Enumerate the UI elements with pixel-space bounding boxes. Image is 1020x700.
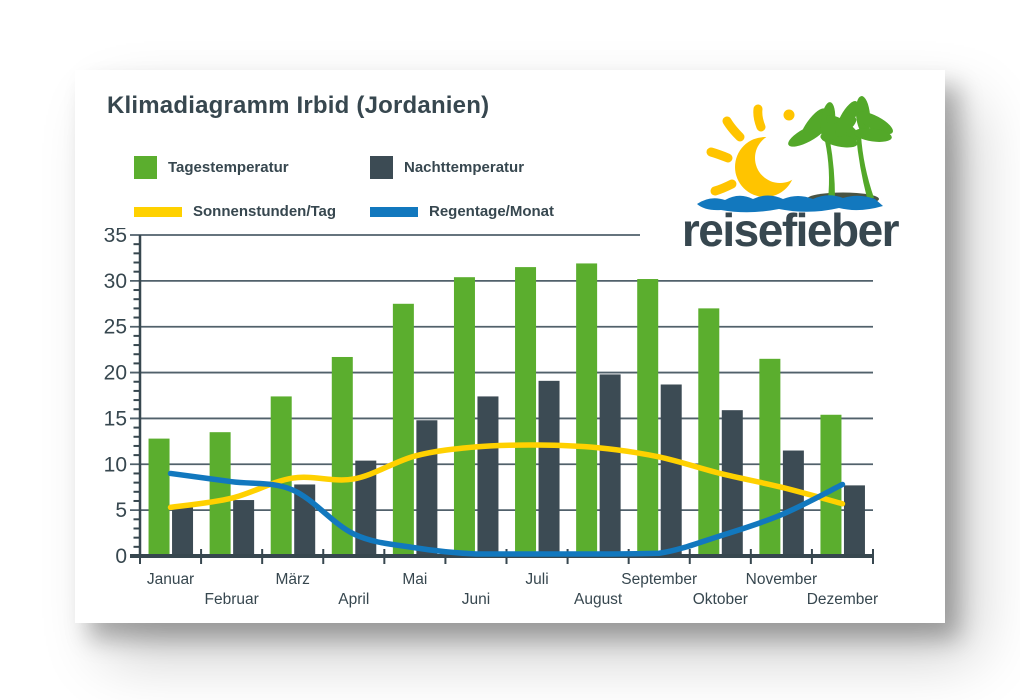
legend-item-night-temperature: Nachttemperatur <box>370 156 554 179</box>
climate-card: Klimadiagramm Irbid (Jordanien) Tagestem… <box>75 70 945 623</box>
bar-day-Juni <box>453 277 475 556</box>
x-axis-label-Juli: Juli <box>525 571 548 588</box>
bar-night-August <box>599 374 621 556</box>
x-axis-label-September: September <box>621 571 697 588</box>
x-axis-label-November: November <box>746 571 818 588</box>
x-axis-label-Dezember: Dezember <box>807 591 879 608</box>
bar-day-August <box>576 263 598 556</box>
bar-night-April <box>355 460 377 556</box>
x-axis-label-Februar: Februar <box>204 591 258 608</box>
bar-day-Juli <box>515 267 537 556</box>
x-axis-label-Januar: Januar <box>147 571 194 588</box>
x-axis-label-Juni: Juni <box>462 591 490 608</box>
rain-days-line-swatch-icon <box>370 206 418 217</box>
bar-day-April <box>331 356 353 556</box>
logo-wordmark: reisefieber <box>682 204 900 256</box>
sun-hours-line-swatch-icon <box>134 206 182 217</box>
bar-night-September <box>660 384 682 556</box>
legend-label: Sonnenstunden/Tag <box>193 203 337 220</box>
bar-day-Februar <box>209 432 231 556</box>
y-axis-label-10: 10 <box>104 453 127 476</box>
page-title: Klimadiagramm Irbid (Jordanien) <box>107 92 490 119</box>
water-icon <box>697 195 883 213</box>
bar-day-Oktober <box>698 308 720 556</box>
x-axis-label-April: April <box>338 591 369 608</box>
bar-day-Dezember <box>820 414 842 556</box>
bar-night-Januar <box>172 507 194 556</box>
bar-night-Juni <box>477 396 499 556</box>
sun-icon <box>706 104 805 197</box>
bar-night-Mai <box>416 420 438 556</box>
x-axis-label-März: März <box>275 571 309 588</box>
line-Sonnenstunden/Tag <box>167 442 846 511</box>
bar-night-November <box>782 450 804 556</box>
legend-item-sun-hours: Sonnenstunden/Tag <box>134 200 370 223</box>
y-axis-label-0: 0 <box>115 545 127 568</box>
x-axis-label-August: August <box>574 591 623 608</box>
legend-item-day-temperature: Tagestemperatur <box>134 156 370 179</box>
bar-day-Januar <box>148 438 170 556</box>
line-Regentage/Monat <box>167 470 846 557</box>
y-axis-label-20: 20 <box>104 362 127 385</box>
legend-label: Regentage/Monat <box>429 203 555 220</box>
night-temperature-swatch-icon <box>370 156 393 179</box>
y-axis-label-15: 15 <box>104 407 127 430</box>
bar-night-Juli <box>538 380 560 556</box>
y-axis-label-30: 30 <box>104 270 127 293</box>
logo-graphic: reisefieber <box>682 96 901 256</box>
legend-label: Nachttemperatur <box>404 159 525 176</box>
bar-night-Februar <box>233 500 255 556</box>
palm-trees-icon <box>788 96 893 199</box>
legend-label: Tagestemperatur <box>168 159 289 176</box>
climate-chart: 0 5 10 15 20 25 30 35 Januar Februar März April Mai J… <box>104 228 879 608</box>
bar-day-Mai <box>392 303 414 556</box>
legend-item-rain-days: Regentage/Monat <box>370 200 554 223</box>
y-axis-label-35: 35 <box>104 228 127 247</box>
chart-legend: Tagestemperatur Nachttemperatur Sonnenst… <box>134 156 554 223</box>
bar-day-September <box>637 279 659 556</box>
day-temperature-swatch-icon <box>134 156 157 179</box>
reisefieber-logo: reisefieber <box>647 95 957 260</box>
bar-night-Oktober <box>721 410 743 556</box>
x-axis-label-Mai: Mai <box>402 571 427 588</box>
bar-night-Dezember <box>843 485 865 556</box>
y-axis-label-25: 25 <box>104 316 127 339</box>
bar-day-November <box>759 358 781 556</box>
x-axis-label-Oktober: Oktober <box>693 591 748 608</box>
y-axis-label-5: 5 <box>115 499 127 522</box>
bar-day-März <box>270 396 292 556</box>
